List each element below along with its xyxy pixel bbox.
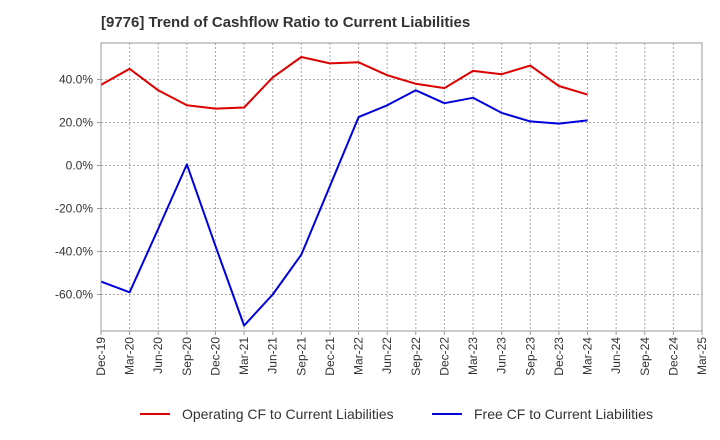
- x-tick-label: Dec-24: [666, 337, 680, 376]
- y-tick-label: 40.0%: [59, 73, 93, 87]
- y-tick-label: -20.0%: [55, 201, 93, 215]
- x-tick-label: Dec-23: [552, 337, 566, 376]
- series-lines: [100, 56, 588, 327]
- plot-frame: [100, 42, 703, 332]
- chart-title: [9776] Trend of Cashflow Ratio to Curren…: [101, 14, 471, 31]
- legend: Operating CF to Current Liabilities Free …: [140, 406, 653, 422]
- x-tick-label: Jun-24: [609, 337, 623, 374]
- x-tick-label: Mar-20: [123, 337, 137, 375]
- x-tick-label: Mar-22: [352, 337, 366, 375]
- x-tick-label: Sep-23: [523, 337, 537, 376]
- x-tick-label: Dec-21: [323, 337, 337, 376]
- x-axis-ticks: Dec-19 Mar-20 Jun-20 Sep-20 Dec-20 Mar-21 Jun-…: [94, 331, 709, 376]
- x-tick-label: Sep-24: [638, 337, 652, 376]
- x-tick-label: Dec-22: [437, 337, 451, 376]
- series-line-1: [100, 56, 588, 110]
- x-tick-label: Jun-23: [495, 337, 509, 374]
- x-tick-label: Mar-21: [237, 337, 251, 375]
- x-tick-label: Jun-21: [266, 337, 280, 374]
- x-tick-label: Dec-19: [94, 337, 108, 376]
- x-tick-label: Sep-20: [180, 337, 194, 376]
- x-tick-label: Mar-24: [581, 337, 595, 375]
- y-tick-label: -40.0%: [55, 244, 93, 258]
- x-tick-label: Jun-22: [380, 337, 394, 374]
- y-tick-label: 20.0%: [59, 116, 93, 130]
- y-axis-ticks: 40.0% 20.0% 0.0% -20.0% -40.0% -60.0%: [55, 73, 101, 301]
- y-tick-label: -60.0%: [55, 287, 93, 301]
- grid-lines: [100, 43, 703, 331]
- x-tick-label: Mar-23: [466, 337, 480, 375]
- legend-label: Free CF to Current Liabilities: [474, 406, 653, 422]
- legend-label: Operating CF to Current Liabilities: [182, 406, 394, 422]
- x-tick-label: Mar-25: [695, 337, 709, 375]
- x-tick-label: Sep-21: [294, 337, 308, 376]
- x-tick-label: Jun-20: [151, 337, 165, 374]
- series-line-2: [100, 89, 588, 327]
- x-tick-label: Sep-22: [409, 337, 423, 376]
- y-tick-label: 0.0%: [66, 159, 94, 173]
- x-tick-label: Dec-20: [208, 337, 222, 376]
